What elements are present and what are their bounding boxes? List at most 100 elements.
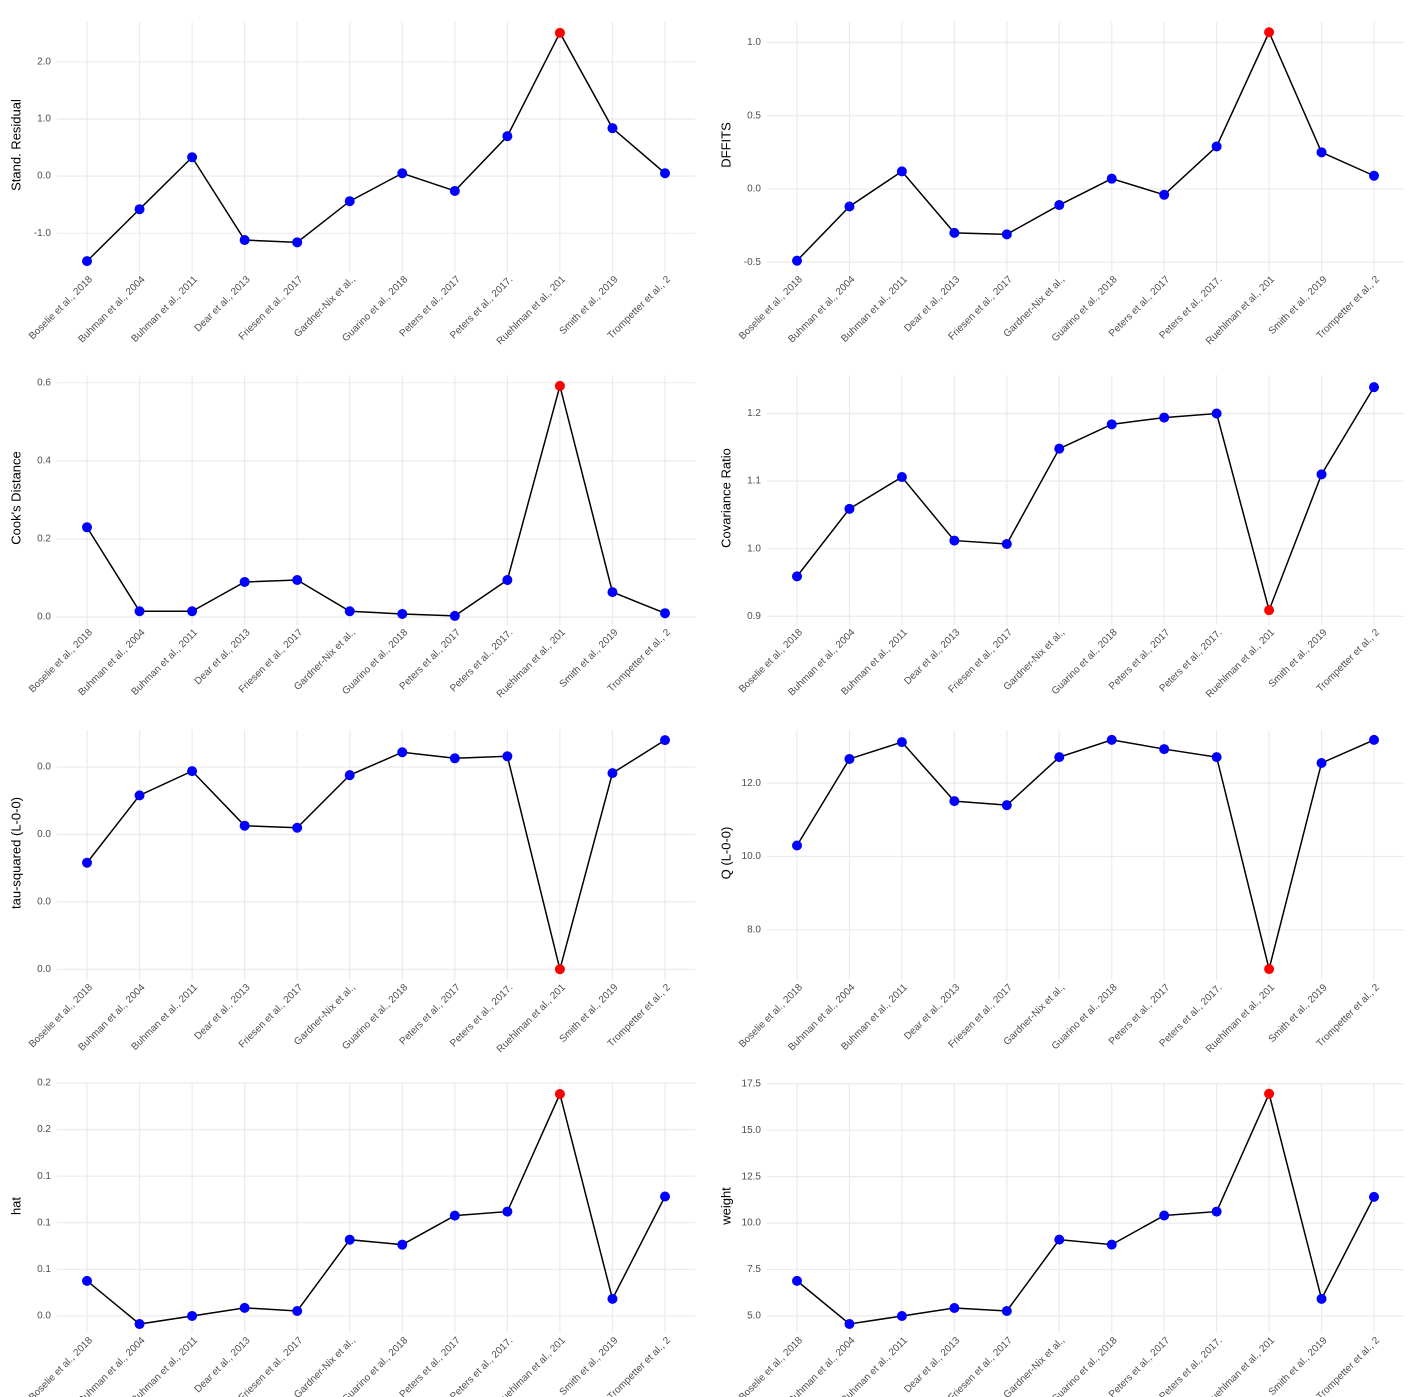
y-tick-label: 12.5 <box>742 1171 762 1182</box>
y-tick-label: 0.9 <box>747 611 761 622</box>
point <box>1106 1239 1117 1250</box>
point <box>554 1089 565 1100</box>
point <box>1211 408 1222 419</box>
y-tick-label: 10.0 <box>742 1218 762 1229</box>
point <box>607 768 618 779</box>
point <box>1054 1234 1065 1245</box>
point <box>1211 752 1222 763</box>
y-tick-label: 0.2 <box>37 1078 51 1089</box>
point <box>792 255 802 266</box>
point <box>1369 170 1379 181</box>
y-tick-label: 0.6 <box>37 377 51 388</box>
y-axis-title: Q (L-0-0) <box>718 827 733 880</box>
point <box>502 575 513 585</box>
y-tick-label: 7.5 <box>747 1264 761 1275</box>
point <box>896 166 907 177</box>
x-tick-label: Dear et al., 2013 <box>902 627 962 687</box>
point <box>1316 469 1327 480</box>
y-tick-label: 0.2 <box>37 1124 51 1135</box>
point <box>1264 605 1275 616</box>
y-tick-label: 1.0 <box>747 543 761 554</box>
point <box>292 1305 303 1316</box>
point <box>449 185 460 196</box>
line <box>86 1091 666 1325</box>
point <box>1106 419 1117 430</box>
y-tick-label: -1.0 <box>34 228 52 239</box>
y-tick-label: 0.1 <box>37 1171 51 1182</box>
point <box>292 237 303 248</box>
point <box>1316 1293 1327 1304</box>
line <box>796 739 1375 970</box>
y-axis-title: tau-squared (L-0-0) <box>8 797 23 909</box>
y-tick-label: 0.0 <box>37 897 51 908</box>
point <box>344 770 355 781</box>
y-tick-label: 1.1 <box>747 476 761 487</box>
point <box>239 235 250 246</box>
point <box>397 747 408 758</box>
point <box>344 1234 355 1245</box>
point <box>239 576 250 587</box>
y-tick-label: 8.0 <box>747 924 761 935</box>
point <box>660 735 670 746</box>
line <box>86 739 666 970</box>
point <box>1054 200 1065 211</box>
y-tick-label: 1.2 <box>747 408 761 419</box>
x-tick-label: Smith et al., 2019 <box>558 1335 621 1397</box>
point <box>134 790 145 801</box>
y-tick-label: 0.2 <box>37 534 51 545</box>
point <box>1106 734 1117 745</box>
point <box>449 1210 460 1221</box>
y-tick-label: 0.0 <box>37 171 51 182</box>
point <box>1211 1206 1222 1217</box>
x-tick-label: Boselie et al., 2018 <box>27 1335 95 1397</box>
point <box>187 1310 198 1321</box>
point <box>607 587 618 598</box>
point <box>660 608 670 619</box>
x-tick-label: Dear et al., 2013 <box>902 1335 962 1395</box>
point <box>1001 229 1012 240</box>
y-tick-label: 0.4 <box>37 456 51 467</box>
point <box>1159 189 1170 200</box>
point <box>1159 744 1170 755</box>
point <box>1369 382 1379 393</box>
point <box>82 857 92 868</box>
point <box>502 1206 513 1217</box>
point <box>344 196 355 207</box>
y-tick-label: 5.0 <box>747 1311 761 1322</box>
point <box>397 1239 408 1250</box>
point <box>949 796 960 807</box>
point <box>134 1319 145 1330</box>
point <box>949 535 960 546</box>
point <box>344 606 355 617</box>
y-axis-title: Covariance Ratio <box>718 448 733 548</box>
point <box>844 503 855 514</box>
point <box>397 168 408 179</box>
y-axis-title: Cook's Distance <box>8 451 23 545</box>
point <box>844 1318 855 1329</box>
x-tick-label: Boselie et al., 2018 <box>737 1335 805 1397</box>
point <box>292 822 303 833</box>
point <box>1264 1088 1275 1099</box>
point <box>187 152 198 163</box>
point <box>1106 173 1117 184</box>
y-axis-title: DFFITS <box>718 122 733 168</box>
point <box>239 820 250 831</box>
y-tick-label: 1.0 <box>37 114 51 125</box>
y-tick-label: 17.5 <box>742 1078 762 1089</box>
point <box>449 753 460 764</box>
y-tick-label: 1.0 <box>747 37 761 48</box>
y-axis-title: hat <box>8 1197 23 1215</box>
point <box>502 131 513 142</box>
point <box>292 575 303 585</box>
point <box>660 168 670 179</box>
point <box>134 606 145 617</box>
point <box>1369 734 1379 745</box>
point <box>1211 141 1222 152</box>
x-tick-label: Dear et al., 2013 <box>193 627 253 687</box>
y-tick-label: 0.5 <box>747 110 761 121</box>
y-tick-label: 2.0 <box>37 57 51 68</box>
